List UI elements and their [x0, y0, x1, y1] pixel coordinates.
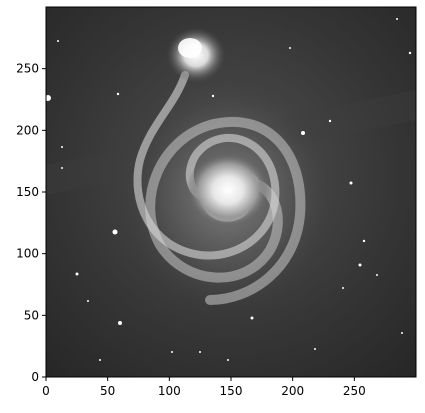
x-tick-label: 0	[42, 384, 50, 398]
x-tick-label: 200	[281, 384, 304, 398]
y-tick-label: 50	[24, 308, 39, 322]
y-axis: 0 50 100 150 200 250	[16, 62, 46, 384]
y-tick-label: 100	[16, 247, 39, 261]
x-tick-label: 150	[220, 384, 243, 398]
stars	[46, 18, 412, 361]
galaxy-image	[46, 7, 416, 377]
y-tick-label: 0	[31, 370, 39, 384]
x-tick-label: 250	[343, 384, 366, 398]
y-tick-label: 200	[16, 123, 39, 137]
y-tick-label: 250	[16, 62, 39, 76]
x-axis: 0 50 100 150 200 250	[42, 377, 366, 398]
x-tick-label: 100	[158, 384, 181, 398]
x-tick-label: 50	[100, 384, 115, 398]
y-tick-label: 150	[16, 185, 39, 199]
